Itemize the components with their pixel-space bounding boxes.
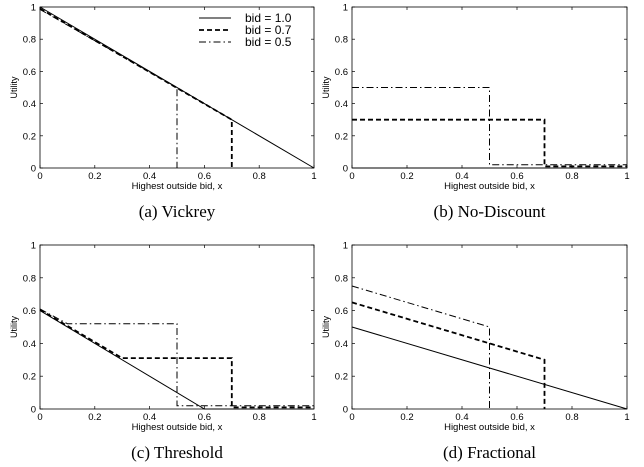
- panel-caption: (d) Fractional: [443, 443, 536, 462]
- x-tick-label: 0.8: [565, 412, 578, 423]
- x-tick-label: 0.2: [400, 171, 413, 182]
- y-tick-label: 0.2: [335, 131, 348, 142]
- series-line-dashed: [39, 309, 314, 409]
- y-tick-label: 0: [343, 405, 348, 416]
- series-line-dashdot: [352, 87, 627, 166]
- legend-label: bid = 1.0: [245, 11, 292, 25]
- x-tick-label: 0.8: [253, 171, 266, 182]
- x-tick-label: 0: [349, 412, 354, 423]
- y-tick-label: 0: [31, 164, 36, 175]
- y-tick-label: 0.2: [23, 131, 36, 142]
- series-line-dashed: [351, 301, 546, 409]
- y-tick-label: 1: [343, 241, 348, 252]
- y-tick-label: 0.6: [23, 67, 36, 78]
- x-axis-label: Highest outside bid, x: [132, 181, 223, 192]
- x-tick-label: 0.4: [455, 412, 468, 423]
- panel-3: 0 0.2 0.4 0.6 0.8 1 0 0.2 0.4 0.6 0.8 1 Highest outs…: [9, 241, 317, 463]
- x-tick-label: 0.2: [88, 171, 101, 182]
- y-tick-label: 0.6: [335, 67, 348, 78]
- series-line-solid: [39, 6, 315, 169]
- y-tick-label: 0.4: [23, 339, 36, 350]
- y-tick-label: 0.6: [335, 306, 348, 317]
- x-tick-label: 0: [349, 171, 354, 182]
- y-tick-label: 0.4: [335, 339, 348, 350]
- x-tick-label: 0.8: [253, 412, 266, 423]
- panel-caption: (a) Vickrey: [139, 202, 216, 221]
- y-tick-label: 0: [31, 405, 36, 416]
- x-tick-label: 1: [311, 412, 316, 423]
- y-axis-label: Utility: [9, 76, 19, 98]
- y-tick-label: 1: [31, 241, 36, 252]
- panel-2: 0 0.2 0.4 0.6 0.8 1 0 0.2 0.4 0.6 0.8 1 Highest outs…: [321, 3, 630, 222]
- y-tick-label: 0.8: [23, 273, 36, 284]
- legend-label: bid = 0.5: [245, 35, 292, 49]
- y-tick-label: 0.4: [335, 99, 348, 110]
- x-tick-label: 0.6: [510, 171, 523, 182]
- y-axis-label: Utility: [9, 316, 19, 338]
- x-tick-label: 0.2: [400, 412, 413, 423]
- x-tick-label: 0.8: [565, 171, 578, 182]
- x-tick-label: 0.6: [198, 171, 211, 182]
- y-tick-label: 0.8: [23, 35, 36, 46]
- x-tick-label: 1: [311, 171, 316, 182]
- panel-4: 0 0.2 0.4 0.6 0.8 1 0 0.2 0.4 0.6 0.8 1 Highest outs…: [321, 241, 630, 463]
- y-tick-label: 0.8: [335, 35, 348, 46]
- series-line-dashdot: [39, 308, 314, 407]
- x-tick-label: 0: [37, 412, 42, 423]
- x-axis-label: Highest outside bid, x: [444, 422, 535, 433]
- plot-frame: [351, 244, 628, 410]
- series-line-dashdot: [351, 285, 490, 409]
- y-axis-label: Utility: [321, 316, 331, 338]
- panel-caption: (c) Threshold: [131, 443, 223, 462]
- panel-caption: (b) No-Discount: [434, 202, 546, 221]
- panel-1: 0 0.2 0.4 0.6 0.8 1 0 0.2 0.4 0.6 0.8 1 Highest outs…: [9, 3, 317, 222]
- series-line-dashed: [39, 7, 233, 168]
- x-tick-label: 0: [37, 171, 42, 182]
- plot-frame: [39, 244, 315, 410]
- y-tick-label: 0.8: [335, 273, 348, 284]
- y-tick-label: 1: [31, 3, 36, 14]
- x-tick-label: 0.4: [455, 171, 468, 182]
- y-tick-label: 0: [343, 164, 348, 175]
- x-tick-label: 1: [624, 171, 629, 182]
- x-tick-label: 0.6: [198, 412, 211, 423]
- x-axis-label: Highest outside bid, x: [132, 422, 223, 433]
- y-tick-label: 0.2: [335, 372, 348, 383]
- series-line-dashdot: [39, 8, 178, 168]
- y-tick-label: 0.6: [23, 306, 36, 317]
- series-line-dashed: [352, 118, 627, 168]
- legend-label: bid = 0.7: [245, 23, 292, 37]
- y-tick-label: 0.2: [23, 372, 36, 383]
- x-tick-label: 0.4: [143, 412, 156, 423]
- x-tick-label: 0.2: [88, 412, 101, 423]
- x-tick-label: 0.6: [510, 412, 523, 423]
- x-axis-label: Highest outside bid, x: [444, 181, 535, 192]
- y-tick-label: 0.4: [23, 99, 36, 110]
- y-axis-label: Utility: [321, 76, 331, 98]
- x-tick-label: 1: [624, 412, 629, 423]
- x-tick-label: 0.4: [143, 171, 156, 182]
- series-line-solid: [39, 310, 314, 410]
- y-tick-label: 1: [343, 3, 348, 14]
